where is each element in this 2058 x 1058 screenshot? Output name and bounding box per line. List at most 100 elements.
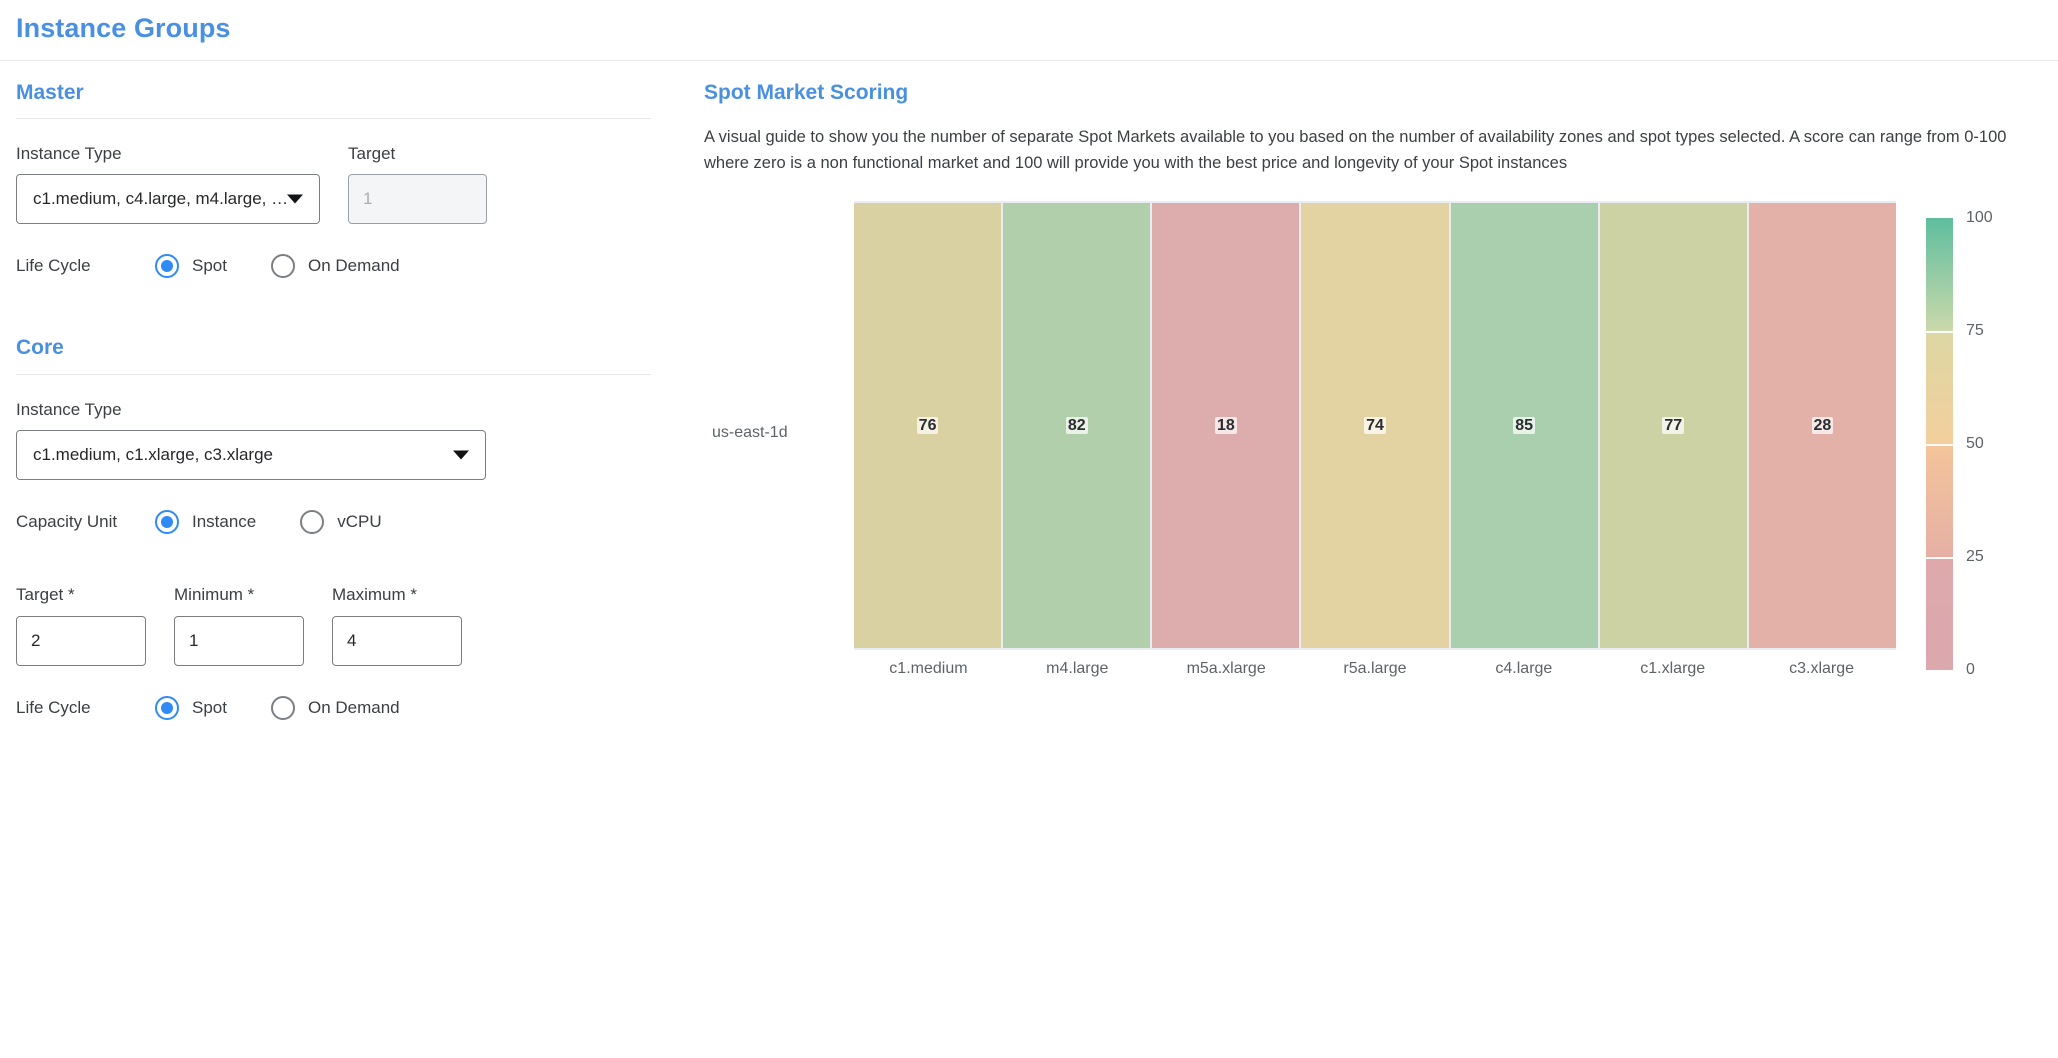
page-header: Instance Groups bbox=[0, 0, 2058, 61]
page-body: Master Instance Type c1.medium, c4.large… bbox=[0, 61, 2058, 720]
chevron-down-icon bbox=[453, 450, 469, 460]
master-life-cycle-ondemand-option[interactable]: On Demand bbox=[270, 254, 400, 279]
colorbar-segment bbox=[1926, 217, 1953, 331]
heatmap-cell[interactable]: 85 bbox=[1450, 202, 1598, 648]
heatmap-x-tick: r5a.large bbox=[1343, 659, 1407, 677]
core-minimum-value: 1 bbox=[189, 630, 199, 650]
core-maximum-group: Maximum * 4 bbox=[332, 586, 462, 666]
core-life-cycle-ondemand-label: On Demand bbox=[307, 697, 400, 717]
colorbar-tick: 100 bbox=[1966, 208, 1993, 226]
core-target-value: 2 bbox=[31, 630, 41, 650]
core-heading: Core bbox=[16, 336, 64, 360]
core-life-cycle-spot-option[interactable]: Spot bbox=[155, 695, 227, 720]
heatmap-cell-value: 77 bbox=[1662, 416, 1685, 435]
colorbar-gradient bbox=[1926, 217, 1953, 670]
section-spacer bbox=[16, 278, 680, 336]
colorbar-tick: 0 bbox=[1966, 660, 1975, 678]
core-capacity-unit-vcpu-option[interactable]: vCPU bbox=[300, 510, 382, 535]
master-target-label: Target bbox=[348, 143, 396, 163]
master-target-placeholder: 1 bbox=[363, 189, 373, 209]
spot-market-heatmap: us-east-1d 76 82 18 74 85 77 28 c1.medium m4.la… bbox=[704, 198, 2054, 718]
colorbar-tick: 50 bbox=[1966, 434, 1984, 452]
heatmap-x-tick: c4.large bbox=[1495, 659, 1553, 677]
core-instance-type-group: Instance Type c1.medium, c1.xlarge, c3.x… bbox=[16, 399, 680, 481]
colorbar-tick-labels: 100 75 50 25 0 bbox=[1966, 209, 2046, 678]
colorbar-segment bbox=[1926, 443, 1953, 557]
core-section: Core Instance Type c1.medium, c1.xlarge,… bbox=[16, 336, 680, 720]
master-life-cycle-label: Life Cycle bbox=[16, 256, 91, 276]
heatmap-cell-value: 85 bbox=[1513, 416, 1536, 435]
master-life-cycle-spot-label: Spot bbox=[192, 256, 227, 276]
master-instance-type-select[interactable]: c1.medium, c4.large, m4.large, … bbox=[16, 174, 320, 225]
heatmap-cell-value: 18 bbox=[1214, 416, 1237, 435]
heatmap-x-tick: m5a.xlarge bbox=[1186, 659, 1266, 677]
master-instance-type-label: Instance Type bbox=[16, 143, 122, 163]
master-life-cycle-ondemand-label: On Demand bbox=[307, 256, 400, 276]
heatmap-x-axis-labels: c1.medium m4.large m5a.xlarge r5a.large c4.l… bbox=[854, 660, 1896, 678]
heatmap-cell-value: 82 bbox=[1065, 416, 1088, 435]
master-instance-type-value: c1.medium, c4.large, m4.large, … bbox=[33, 189, 289, 209]
heatmap-cell[interactable]: 18 bbox=[1152, 202, 1300, 648]
heatmap-colorbar: 100 75 50 25 0 bbox=[1926, 209, 2056, 688]
heatmap-cell-value: 76 bbox=[916, 416, 939, 435]
core-minimum-group: Minimum * 1 bbox=[174, 586, 304, 666]
core-capacity-unit-instance-label: Instance bbox=[192, 512, 257, 532]
core-capacity-unit-row: Capacity Unit Instance vCPU bbox=[16, 510, 680, 535]
core-capacity-inputs-row: Target * 2 Minimum * 1 Maximum * 4 bbox=[16, 586, 680, 666]
heatmap-cell-value: 74 bbox=[1364, 416, 1386, 435]
master-life-cycle-spot-option[interactable]: Spot bbox=[155, 254, 227, 279]
radio-unselected-icon[interactable] bbox=[300, 510, 325, 535]
radio-selected-icon[interactable] bbox=[155, 695, 179, 720]
core-capacity-unit-vcpu-label: vCPU bbox=[337, 512, 382, 532]
core-maximum-value: 4 bbox=[347, 630, 357, 650]
heatmap-x-tick: c1.xlarge bbox=[1640, 659, 1706, 677]
page-title: Instance Groups bbox=[16, 13, 231, 43]
core-target-label: Target * bbox=[16, 585, 75, 605]
radio-selected-icon[interactable] bbox=[155, 510, 179, 535]
spot-market-description: A visual guide to show you the number of… bbox=[704, 127, 2007, 172]
heatmap-cell[interactable]: 76 bbox=[854, 202, 1002, 648]
radio-unselected-icon[interactable] bbox=[270, 254, 295, 279]
heatmap-cell[interactable]: 82 bbox=[1003, 202, 1151, 648]
heatmap-x-tick: c3.xlarge bbox=[1789, 659, 1855, 677]
colorbar-segment bbox=[1926, 330, 1953, 444]
heatmap-x-tick: c1.medium bbox=[889, 659, 968, 677]
core-target-group: Target * 2 bbox=[16, 586, 146, 666]
core-maximum-input[interactable]: 4 bbox=[332, 615, 462, 666]
core-life-cycle-label: Life Cycle bbox=[16, 697, 91, 717]
core-target-input[interactable]: 2 bbox=[16, 615, 146, 666]
heatmap-row-label: us-east-1d bbox=[712, 423, 788, 441]
core-minimum-label: Minimum * bbox=[174, 585, 255, 605]
master-section: Master Instance Type c1.medium, c4.large… bbox=[16, 81, 680, 279]
core-instance-type-select[interactable]: c1.medium, c1.xlarge, c3.xlarge bbox=[16, 430, 486, 481]
chevron-down-icon bbox=[287, 194, 303, 204]
radio-unselected-icon[interactable] bbox=[270, 695, 295, 720]
master-life-cycle-row: Life Cycle Spot On Demand bbox=[16, 254, 680, 279]
master-instance-type-group: Instance Type c1.medium, c4.large, m4.la… bbox=[16, 143, 320, 225]
core-instance-type-label: Instance Type bbox=[16, 399, 122, 419]
core-divider bbox=[16, 373, 651, 375]
heatmap-cell[interactable]: 28 bbox=[1748, 202, 1896, 648]
heatmap-cell-value: 28 bbox=[1811, 416, 1834, 435]
heatmap-cells: 76 82 18 74 85 77 28 bbox=[854, 200, 1896, 650]
heatmap-cell[interactable]: 77 bbox=[1599, 202, 1747, 648]
radio-selected-icon[interactable] bbox=[155, 254, 179, 279]
heatmap-cell[interactable]: 74 bbox=[1301, 202, 1449, 648]
core-spacer bbox=[16, 534, 680, 586]
core-capacity-unit-label: Capacity Unit bbox=[16, 512, 118, 532]
core-life-cycle-spot-label: Spot bbox=[192, 697, 227, 717]
core-instance-type-value: c1.medium, c1.xlarge, c3.xlarge bbox=[33, 445, 273, 465]
colorbar-segment bbox=[1926, 556, 1953, 670]
core-capacity-unit-instance-option[interactable]: Instance bbox=[155, 510, 257, 535]
master-heading: Master bbox=[16, 80, 84, 104]
core-life-cycle-row: Life Cycle Spot On Demand bbox=[16, 695, 680, 720]
master-target-group: Target 1 bbox=[348, 143, 487, 225]
master-target-input[interactable]: 1 bbox=[348, 174, 487, 225]
master-divider bbox=[16, 117, 651, 119]
spot-market-heading: Spot Market Scoring bbox=[704, 80, 909, 104]
core-minimum-input[interactable]: 1 bbox=[174, 615, 304, 666]
core-life-cycle-ondemand-option[interactable]: On Demand bbox=[270, 695, 400, 720]
master-type-target-row: Instance Type c1.medium, c4.large, m4.la… bbox=[16, 143, 680, 225]
spot-market-scoring-panel: Spot Market Scoring A visual guide to sh… bbox=[700, 61, 2058, 718]
core-maximum-label: Maximum * bbox=[332, 585, 418, 605]
